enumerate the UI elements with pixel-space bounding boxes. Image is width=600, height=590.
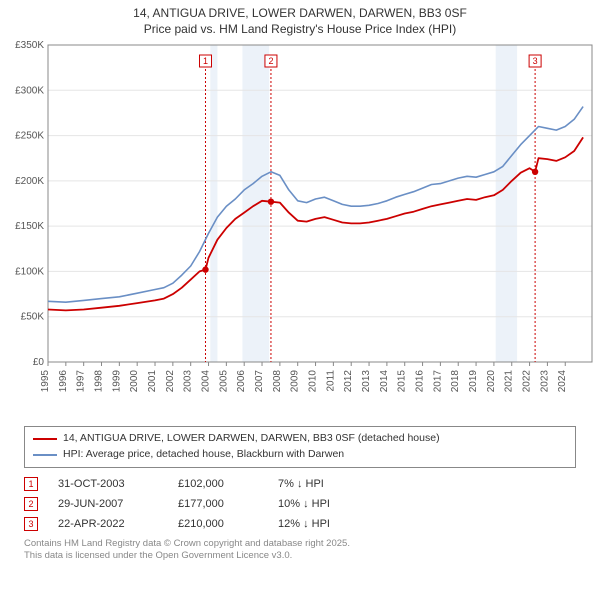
footer-line-2: This data is licensed under the Open Gov… (24, 550, 576, 562)
chart-title: 14, ANTIGUA DRIVE, LOWER DARWEN, DARWEN,… (0, 0, 600, 37)
event-date: 22-APR-2022 (58, 518, 158, 530)
event-marker-icon: 1 (24, 477, 38, 491)
events-table: 1 31-OCT-2003 £102,000 7% ↓ HPI 2 29-JUN… (24, 474, 576, 534)
svg-text:2014: 2014 (379, 370, 390, 393)
svg-text:3: 3 (533, 56, 538, 66)
svg-text:2003: 2003 (183, 370, 194, 393)
svg-text:2010: 2010 (308, 370, 319, 393)
svg-text:£250K: £250K (15, 131, 44, 142)
footer: Contains HM Land Registry data © Crown c… (24, 538, 576, 563)
svg-text:2024: 2024 (557, 370, 568, 393)
event-marker-icon: 2 (24, 497, 38, 511)
svg-text:2016: 2016 (415, 370, 426, 393)
title-line-1: 14, ANTIGUA DRIVE, LOWER DARWEN, DARWEN,… (0, 6, 600, 22)
event-price: £102,000 (178, 478, 258, 490)
svg-text:£100K: £100K (15, 267, 44, 278)
svg-text:2021: 2021 (504, 370, 515, 393)
legend-row: 14, ANTIGUA DRIVE, LOWER DARWEN, DARWEN,… (33, 431, 567, 447)
event-pct: 12% ↓ HPI (278, 518, 378, 530)
event-row: 3 22-APR-2022 £210,000 12% ↓ HPI (24, 514, 576, 534)
svg-text:2000: 2000 (129, 370, 140, 393)
svg-text:£50K: £50K (21, 312, 45, 323)
legend: 14, ANTIGUA DRIVE, LOWER DARWEN, DARWEN,… (24, 426, 576, 468)
svg-text:1996: 1996 (58, 370, 69, 393)
svg-text:2008: 2008 (272, 370, 283, 393)
event-price: £177,000 (178, 498, 258, 510)
event-pct: 7% ↓ HPI (278, 478, 378, 490)
svg-text:2011: 2011 (325, 370, 336, 392)
legend-label: HPI: Average price, detached house, Blac… (63, 447, 344, 463)
svg-text:2015: 2015 (397, 370, 408, 393)
legend-row: HPI: Average price, detached house, Blac… (33, 447, 567, 463)
svg-text:2: 2 (268, 56, 273, 66)
svg-text:2007: 2007 (254, 370, 265, 393)
chart-svg: £0 £50K £100K £150K £200K £250K £300K £350K 1995… (0, 37, 600, 422)
legend-swatch (33, 438, 57, 440)
svg-text:2012: 2012 (343, 370, 354, 393)
svg-text:£150K: £150K (15, 221, 44, 232)
event-row: 2 29-JUN-2007 £177,000 10% ↓ HPI (24, 494, 576, 514)
svg-text:£200K: £200K (15, 176, 44, 187)
event-row: 1 31-OCT-2003 £102,000 7% ↓ HPI (24, 474, 576, 494)
svg-text:2017: 2017 (432, 370, 443, 393)
event-date: 29-JUN-2007 (58, 498, 158, 510)
svg-text:2019: 2019 (468, 370, 479, 393)
event-price: £210,000 (178, 518, 258, 530)
svg-text:2004: 2004 (201, 370, 212, 393)
svg-text:2002: 2002 (165, 370, 176, 393)
svg-text:2001: 2001 (147, 370, 158, 393)
svg-text:£350K: £350K (15, 40, 44, 51)
svg-text:1998: 1998 (94, 370, 105, 393)
svg-text:2013: 2013 (361, 370, 372, 393)
chart: £0 £50K £100K £150K £200K £250K £300K £350K 1995… (0, 37, 600, 422)
svg-text:1997: 1997 (76, 370, 87, 393)
event-date: 31-OCT-2003 (58, 478, 158, 490)
svg-text:1: 1 (203, 56, 208, 66)
event-pct: 10% ↓ HPI (278, 498, 378, 510)
svg-text:2006: 2006 (236, 370, 247, 393)
event-marker-icon: 3 (24, 517, 38, 531)
legend-label: 14, ANTIGUA DRIVE, LOWER DARWEN, DARWEN,… (63, 431, 440, 447)
footer-line-1: Contains HM Land Registry data © Crown c… (24, 538, 576, 550)
svg-text:1995: 1995 (40, 370, 51, 393)
svg-text:2009: 2009 (290, 370, 301, 393)
svg-text:2018: 2018 (450, 370, 461, 393)
svg-text:£0: £0 (33, 357, 45, 368)
svg-text:2020: 2020 (486, 370, 497, 393)
title-line-2: Price paid vs. HM Land Registry's House … (0, 22, 600, 38)
legend-swatch (33, 454, 57, 456)
svg-text:2022: 2022 (522, 370, 533, 393)
svg-text:£300K: £300K (15, 85, 44, 96)
svg-text:2023: 2023 (539, 370, 550, 393)
svg-text:1999: 1999 (111, 370, 122, 393)
svg-text:2005: 2005 (218, 370, 229, 393)
